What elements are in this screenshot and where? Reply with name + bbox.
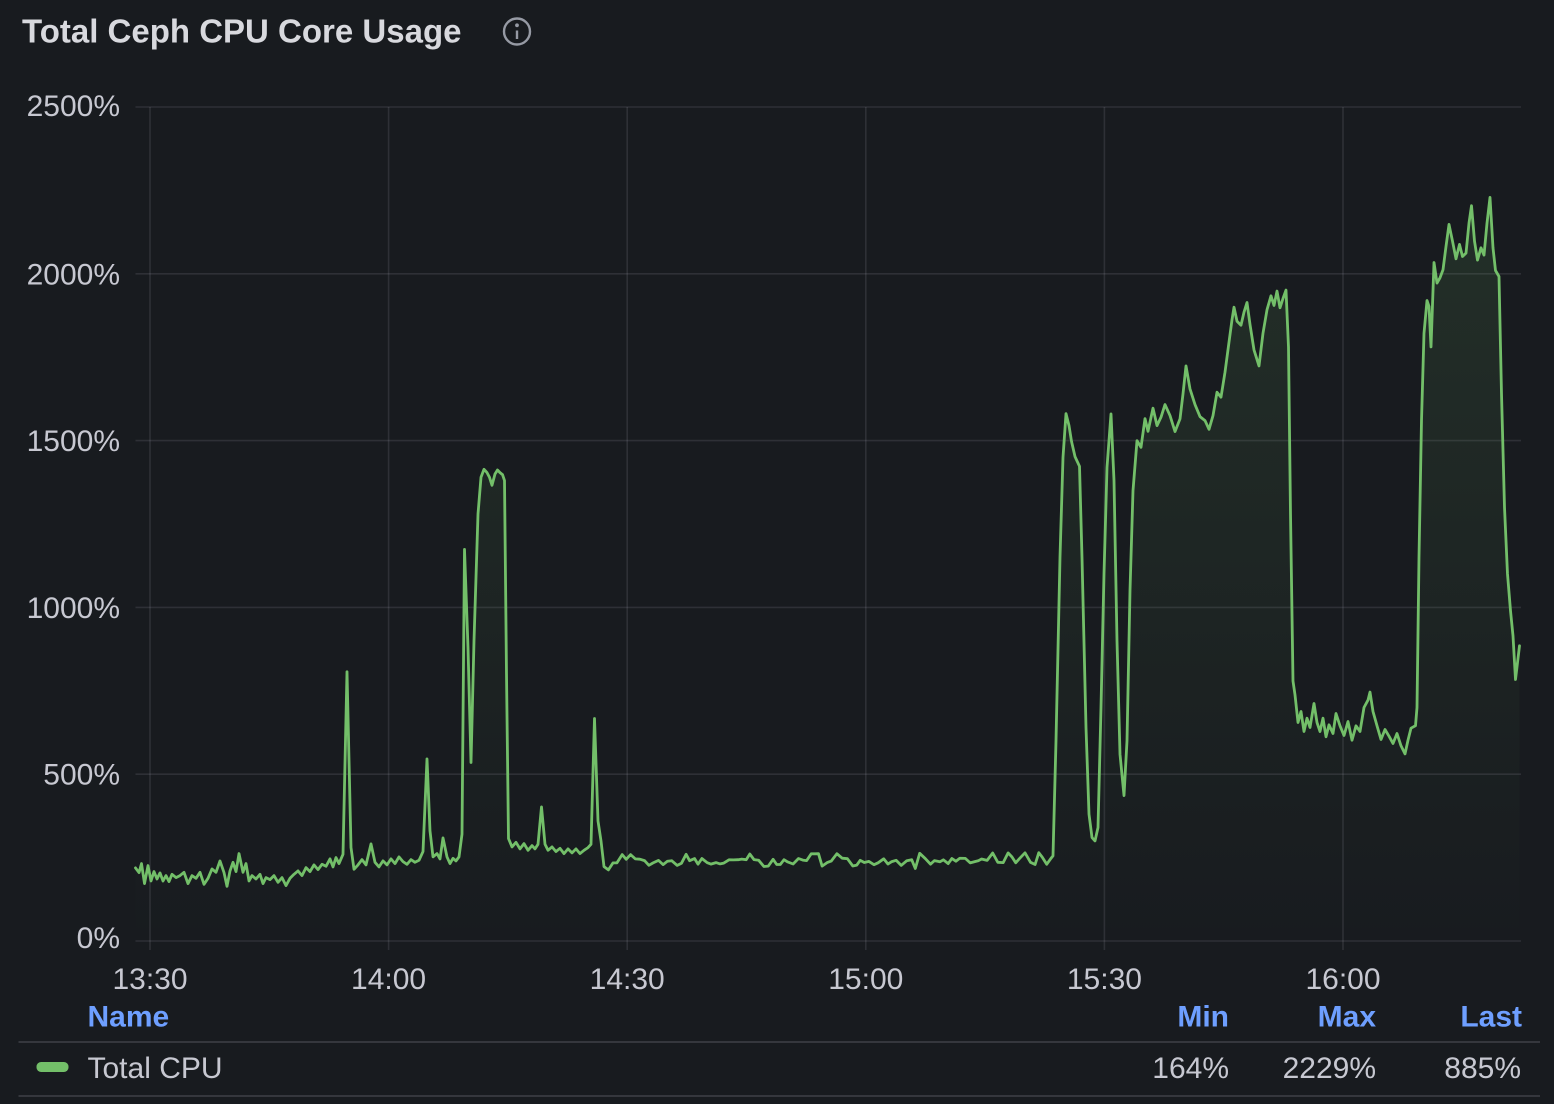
svg-text:15:30: 15:30 <box>1067 963 1142 996</box>
svg-text:2229%: 2229% <box>1283 1052 1376 1085</box>
svg-text:14:00: 14:00 <box>351 963 426 996</box>
svg-text:Last: Last <box>1460 1001 1522 1034</box>
svg-text:0%: 0% <box>77 922 120 955</box>
svg-text:885%: 885% <box>1444 1052 1521 1085</box>
svg-text:15:00: 15:00 <box>828 963 903 996</box>
svg-text:500%: 500% <box>43 759 120 792</box>
svg-text:2000%: 2000% <box>27 258 120 291</box>
svg-text:14:30: 14:30 <box>590 963 665 996</box>
svg-text:1500%: 1500% <box>27 425 120 458</box>
svg-text:Min: Min <box>1177 1001 1229 1034</box>
svg-text:1000%: 1000% <box>27 592 120 625</box>
svg-text:Total CPU: Total CPU <box>88 1052 223 1085</box>
svg-text:Name: Name <box>88 1001 170 1034</box>
svg-text:13:30: 13:30 <box>112 963 187 996</box>
svg-text:Max: Max <box>1318 1001 1377 1034</box>
svg-text:2500%: 2500% <box>27 90 120 123</box>
svg-text:16:00: 16:00 <box>1305 963 1380 996</box>
svg-text:164%: 164% <box>1152 1052 1229 1085</box>
svg-text:Total Ceph CPU Core Usage: Total Ceph CPU Core Usage <box>22 13 461 50</box>
